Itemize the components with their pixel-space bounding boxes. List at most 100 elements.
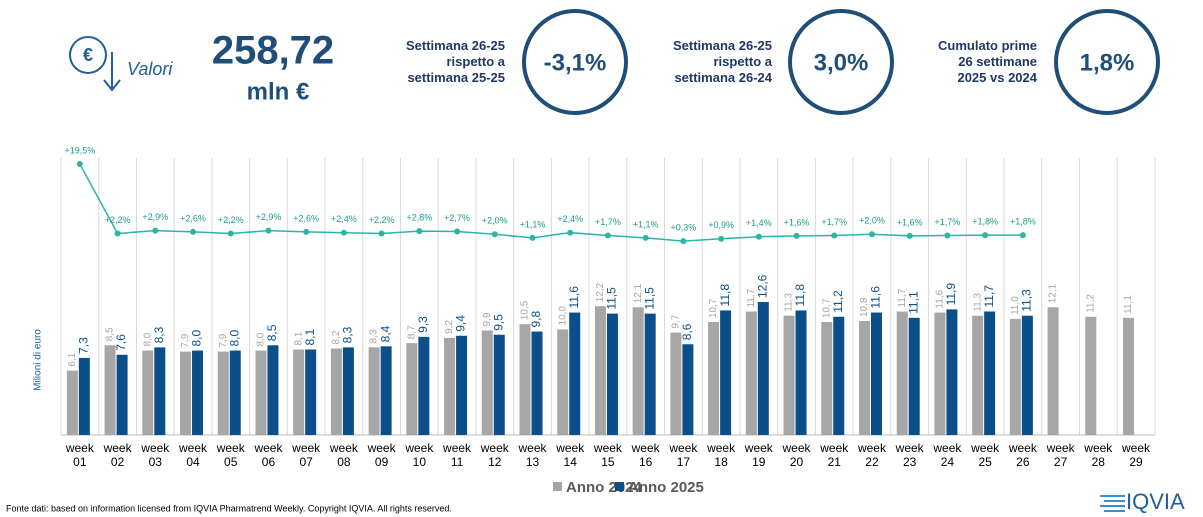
kpi-label: settimana 26-24 <box>674 70 772 85</box>
data-label: 8,5 <box>105 327 116 341</box>
data-label: 8,0 <box>142 332 153 346</box>
data-label: 7,6 <box>114 334 128 351</box>
data-label: 8,6 <box>680 323 694 340</box>
data-label: 8,0 <box>190 330 204 347</box>
bar <box>66 370 78 435</box>
bar <box>682 344 694 435</box>
bar <box>720 310 732 435</box>
bar <box>293 349 305 435</box>
x-tick-label: week 07 <box>292 441 321 469</box>
bar <box>192 350 204 435</box>
growth-label: +1,7% <box>935 217 961 227</box>
growth-point <box>340 229 347 236</box>
x-tick-label: week 05 <box>216 441 245 469</box>
growth-point <box>491 231 498 238</box>
growth-point <box>680 238 687 245</box>
bar <box>406 343 418 435</box>
growth-label: +2,9% <box>256 212 282 222</box>
x-tick-label: week 06 <box>254 441 283 469</box>
data-label: 10,8 <box>859 297 870 317</box>
growth-point <box>906 232 913 239</box>
bar <box>644 313 656 435</box>
bar <box>821 322 833 435</box>
growth-point <box>152 227 159 234</box>
growth-point <box>567 229 574 236</box>
data-label: 11,6 <box>869 286 883 309</box>
kpi-circle <box>1054 9 1160 115</box>
x-tick-label: week 29 <box>1122 441 1151 469</box>
growth-point <box>944 232 951 239</box>
data-label: 11,2 <box>831 290 845 313</box>
growth-label: +1,6% <box>784 217 810 227</box>
growth-label: +2,6% <box>293 213 319 223</box>
growth-label: +19,5% <box>64 145 95 155</box>
bar <box>569 312 581 435</box>
data-label: 11,3 <box>784 293 795 312</box>
growth-point <box>755 233 762 240</box>
data-label: 7,9 <box>180 333 191 347</box>
bar <box>795 310 807 435</box>
data-label: 8,5 <box>265 324 279 341</box>
bar <box>104 345 116 435</box>
data-label: 8,7 <box>406 325 417 339</box>
kpi-value: -3,1% <box>544 49 607 76</box>
bar <box>708 322 720 435</box>
growth-point <box>1019 232 1026 239</box>
data-label: 10,0 <box>557 306 568 326</box>
y-axis-title: Milioni di euro <box>33 329 44 391</box>
bar <box>1021 315 1033 435</box>
data-label: 12,1 <box>633 283 644 303</box>
data-label: 8,1 <box>293 331 304 345</box>
data-label: 11,5 <box>642 287 656 310</box>
legend-swatch <box>615 482 624 491</box>
x-tick-label: week 20 <box>782 441 811 469</box>
x-tick-label: week 14 <box>556 441 585 469</box>
legend-swatch <box>553 482 562 491</box>
bar <box>972 315 984 435</box>
bar <box>305 349 317 435</box>
data-label: 8,3 <box>341 326 355 343</box>
growth-point <box>831 232 838 239</box>
data-label: 11,9 <box>944 283 958 306</box>
bar <box>229 350 241 435</box>
growth-point <box>604 232 611 239</box>
bar <box>180 351 192 435</box>
growth-point <box>114 230 121 237</box>
data-label: 12,2 <box>595 282 606 302</box>
growth-label: +1,8% <box>1010 216 1036 226</box>
bar <box>1123 317 1135 435</box>
bar <box>368 347 380 435</box>
growth-point <box>416 228 423 235</box>
bar <box>380 346 392 435</box>
data-label: 10,7 <box>821 298 832 318</box>
data-label: 8,3 <box>369 329 380 343</box>
growth-point <box>227 230 234 237</box>
bar <box>255 350 267 435</box>
data-label: 9,4 <box>454 315 468 332</box>
growth-point <box>529 234 536 241</box>
valori-icon <box>69 36 121 92</box>
x-tick-label: week 28 <box>1084 441 1113 469</box>
growth-label: +1,1% <box>633 219 659 229</box>
x-tick-label: week 08 <box>329 441 358 469</box>
growth-label: +0,9% <box>708 220 734 230</box>
x-tick-label: week 17 <box>669 441 698 469</box>
growth-point <box>454 228 461 235</box>
bar <box>1047 307 1059 435</box>
bar <box>142 350 154 435</box>
growth-label: +1,8% <box>972 216 998 226</box>
growth-label: +2,4% <box>557 214 583 224</box>
growth-label: +2,2% <box>218 215 244 225</box>
growth-label: +2,6% <box>180 213 206 223</box>
x-tick-label: week 15 <box>593 441 622 469</box>
icon-label: Valori <box>127 59 173 79</box>
source: Fonte dati: based on information license… <box>6 503 452 513</box>
data-label: 11,7 <box>746 288 757 307</box>
x-tick-label: week 09 <box>367 441 396 469</box>
bar <box>154 347 166 435</box>
data-label: 11,7 <box>897 288 908 307</box>
bar <box>493 334 505 435</box>
data-label: 9,8 <box>529 311 543 328</box>
total-value: 258,72 <box>212 29 334 73</box>
